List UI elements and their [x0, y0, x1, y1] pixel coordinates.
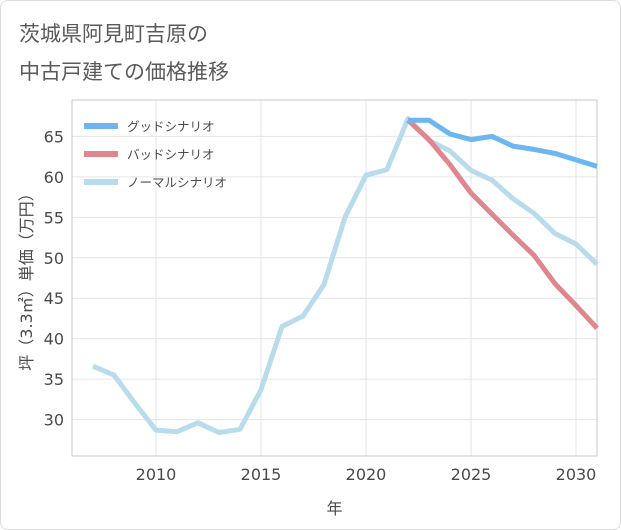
legend-label: ノーマルシナリオ: [127, 175, 227, 190]
series-line-2: [92, 116, 599, 435]
x-axis-title: 年: [326, 499, 342, 518]
chart-title: 茨城県阿見町吉原の 中古戸建ての価格推移: [19, 15, 229, 91]
x-tick-label: 2020: [346, 465, 387, 484]
series-line-0: [408, 117, 598, 169]
axes: [71, 99, 598, 457]
legend-label: バッドシナリオ: [127, 147, 215, 162]
tick-labels: 2010 2015 2020 2025 2030 30 35 40 45 50 55 60 65: [44, 127, 597, 484]
y-tick-label: 40: [44, 330, 64, 349]
x-tick-label: 2030: [556, 465, 597, 484]
x-tick-label: 2010: [136, 465, 177, 484]
y-axis-title: 坪（3.3㎡）単価（万円）: [17, 185, 36, 370]
legend-label: グッドシナリオ: [127, 119, 215, 134]
y-tick-label: 60: [44, 168, 64, 187]
title-line-1: 茨城県阿見町吉原の: [19, 22, 208, 46]
y-tick-label: 55: [44, 208, 64, 227]
y-tick-label: 50: [44, 249, 64, 268]
y-tick-label: 45: [44, 289, 64, 308]
x-tick-label: 2015: [241, 465, 282, 484]
series-lines: [92, 116, 599, 435]
title-line-2: 中古戸建ての価格推移: [19, 60, 229, 84]
y-tick-label: 65: [44, 127, 64, 146]
y-tick-label: 30: [44, 411, 64, 430]
grid: [72, 100, 597, 456]
y-tick-label: 35: [44, 370, 64, 389]
series-line-1: [406, 118, 599, 330]
x-tick-label: 2025: [451, 465, 492, 484]
plot-frame: [71, 99, 598, 457]
